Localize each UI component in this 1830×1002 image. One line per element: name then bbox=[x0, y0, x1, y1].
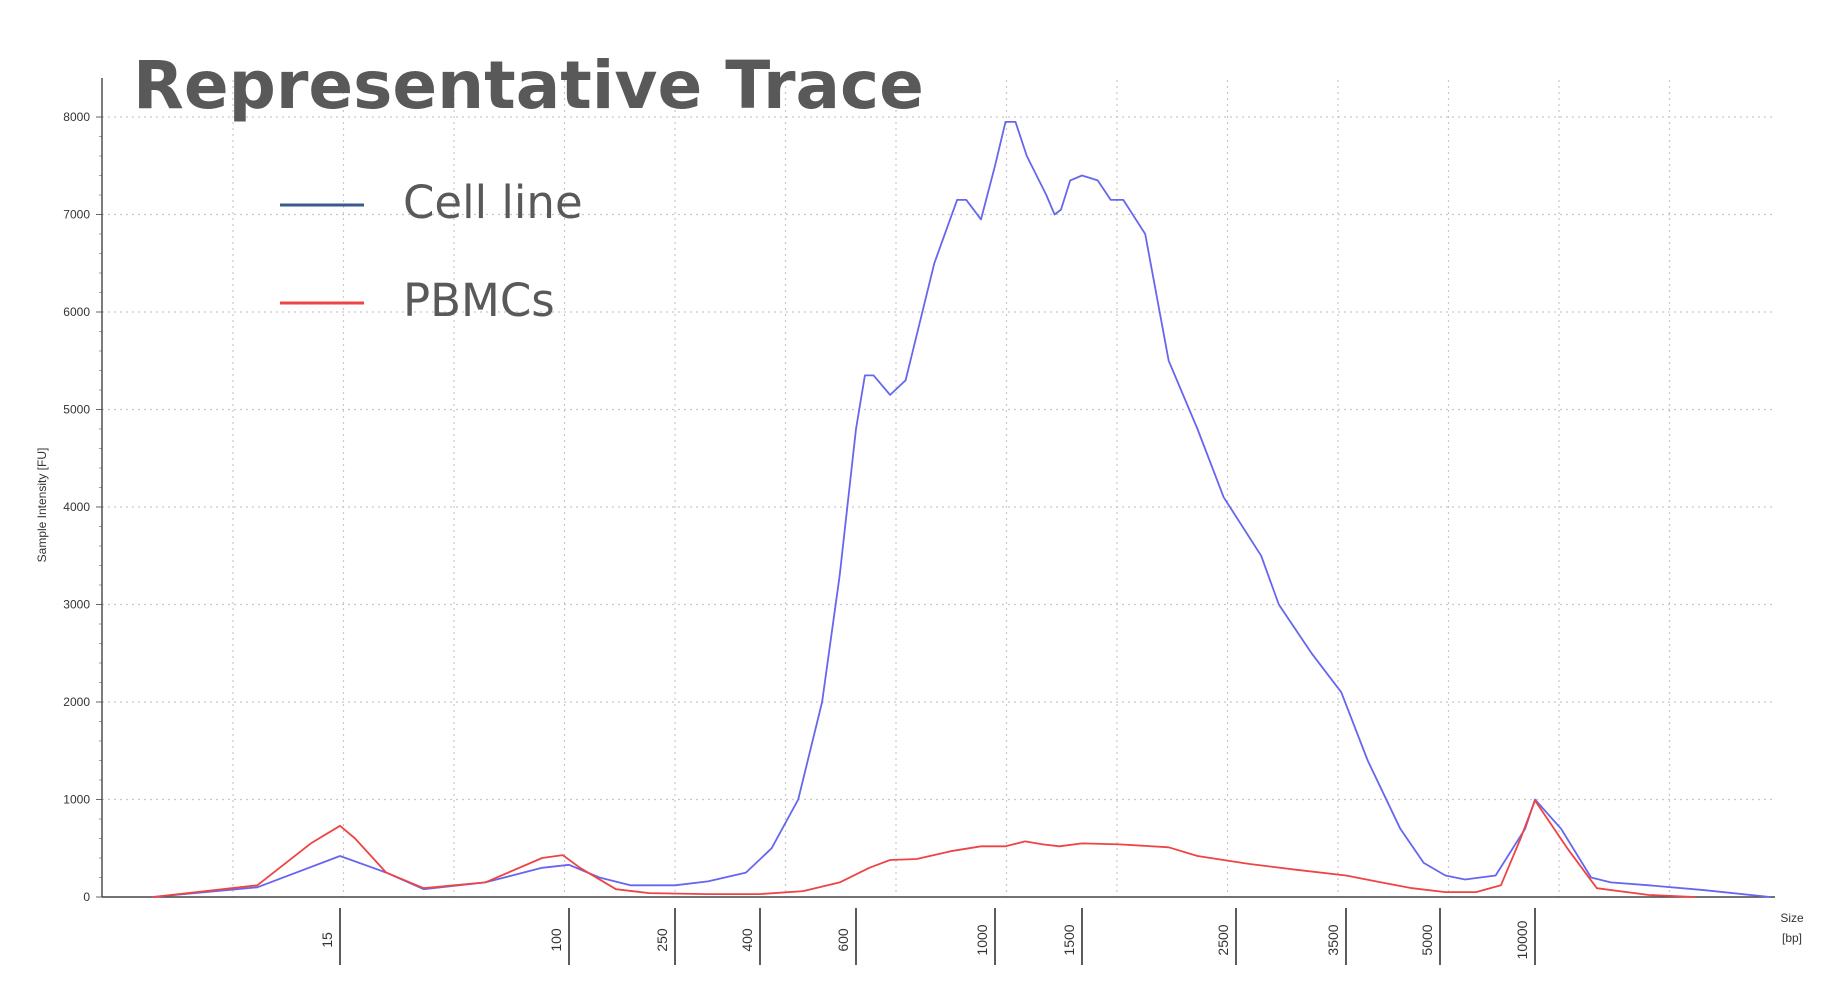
y-tick-label-5000: 5000 bbox=[63, 403, 90, 417]
legend-label-cell-line: Cell line bbox=[403, 176, 583, 229]
series-lines bbox=[152, 121, 1771, 898]
chart-title: Representative Trace bbox=[133, 47, 924, 124]
axes: 0 1000 2000 3000 4000 5000 6000 7000 8000 15 100 25… bbox=[63, 78, 1775, 965]
x-tick-label-10000: 10000 bbox=[1514, 920, 1530, 959]
series-line-pbmcs bbox=[152, 799, 1696, 898]
x-tick-label-600: 600 bbox=[835, 928, 851, 952]
y-tick-label-3000: 3000 bbox=[63, 598, 90, 612]
legend-label-pbmcs: PBMCs bbox=[403, 274, 555, 327]
x-tick-label-1500: 1500 bbox=[1061, 924, 1077, 955]
x-tick-label-100: 100 bbox=[548, 928, 564, 952]
x-tick-label-5000: 5000 bbox=[1419, 924, 1435, 955]
x-tick-label-250: 250 bbox=[654, 928, 670, 952]
x-tick-label-3500: 3500 bbox=[1325, 924, 1341, 955]
y-tick-label-7000: 7000 bbox=[63, 208, 90, 222]
x-tick-label-2500: 2500 bbox=[1215, 924, 1231, 955]
y-tick-label-6000: 6000 bbox=[63, 305, 90, 319]
y-tick-label-0: 0 bbox=[83, 890, 90, 904]
legend: Cell line PBMCs bbox=[280, 176, 583, 327]
gridlines bbox=[102, 80, 1775, 897]
x-axis-label-line-2: [bp] bbox=[1782, 931, 1802, 945]
y-tick-label-2000: 2000 bbox=[63, 695, 90, 709]
x-tick-label-400: 400 bbox=[739, 928, 755, 952]
y-tick-label-8000: 8000 bbox=[63, 110, 90, 124]
series-line-cell-line bbox=[152, 121, 1771, 898]
y-axis-label: Sample Intensity [FU] bbox=[35, 448, 49, 563]
x-axis-label-line-1: Size bbox=[1780, 911, 1804, 925]
y-tick-label-4000: 4000 bbox=[63, 500, 90, 514]
x-tick-label-1000: 1000 bbox=[974, 924, 990, 955]
y-tick-label-1000: 1000 bbox=[63, 793, 90, 807]
x-tick-label-15: 15 bbox=[319, 932, 335, 948]
